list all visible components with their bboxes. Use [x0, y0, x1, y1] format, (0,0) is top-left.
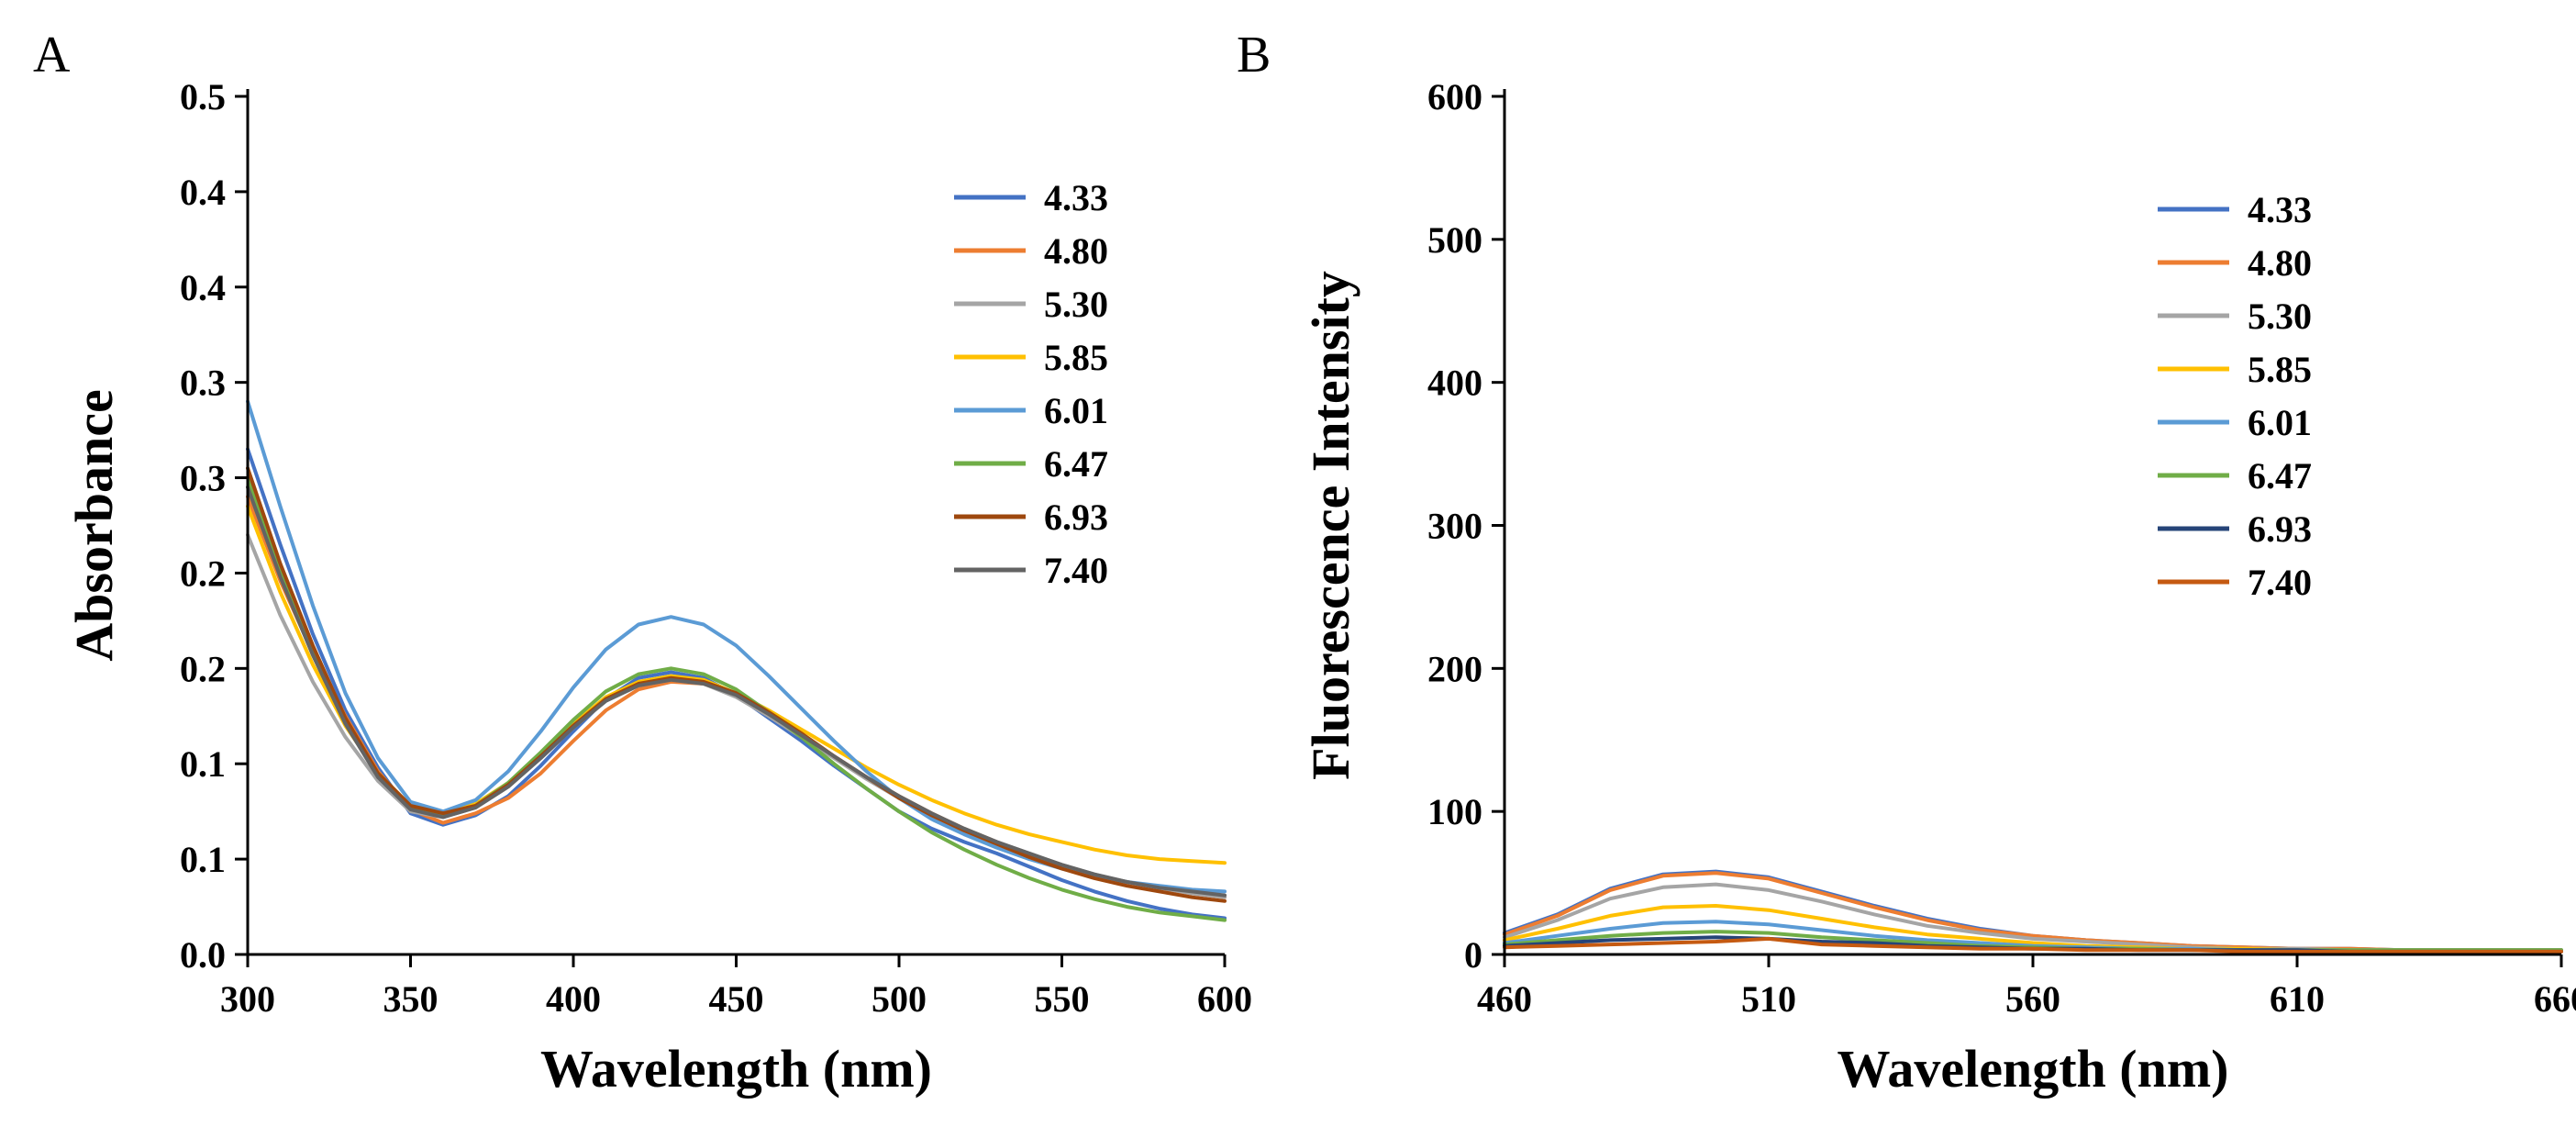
legend-label: 6.01 — [1044, 390, 1108, 431]
series-line-7-40 — [1503, 936, 2563, 954]
legend-label: 4.33 — [2248, 189, 2312, 230]
x-axis-title: Wavelength (nm) — [1838, 1039, 2229, 1099]
y-tick-label: 0.4 — [180, 267, 226, 308]
y-tick-label: 0.5 — [180, 76, 226, 117]
y-tick-label: 500 — [1427, 219, 1482, 261]
y-tick-label: 0 — [1464, 934, 1482, 976]
y-axis-title: Fluorescence Intensity — [1301, 271, 1360, 780]
legend-label: 4.33 — [1044, 177, 1108, 218]
x-axis-title: Wavelength (nm) — [540, 1039, 932, 1099]
panel-a-absorbance-chart: A 0.0 0.1 0.1 0.2 0.2 0.3 0.3 0.4 0.4 0.5 300 350 400… — [33, 27, 1252, 1099]
legend-label: 6.93 — [2248, 508, 2312, 550]
panel-b-fluorescence-chart: B 0 100 200 300 400 500 600 460 510 560 610 660 Wavel… — [1237, 27, 2576, 1099]
y-tick-label: 100 — [1427, 791, 1482, 832]
x-tick-label: 510 — [1741, 978, 1796, 1020]
series-lines — [1503, 869, 2563, 954]
y-tick-label: 0.1 — [180, 839, 226, 880]
legend-label: 6.93 — [1044, 496, 1108, 538]
y-tick-label: 200 — [1427, 648, 1482, 689]
x-tick-label: 610 — [2270, 978, 2325, 1020]
x-tick-label: 400 — [546, 978, 601, 1020]
y-tick-label: 0.0 — [180, 934, 226, 976]
legend-label: 5.85 — [1044, 337, 1108, 378]
legend-label: 6.01 — [2248, 402, 2312, 443]
y-tick-label: 0.3 — [180, 363, 226, 404]
panel-label: B — [1237, 27, 1271, 84]
series-line-7-40 — [246, 485, 1227, 898]
x-tick-label: 550 — [1035, 978, 1090, 1020]
y-tick-label: 300 — [1427, 506, 1482, 547]
legend-label: 5.30 — [2248, 296, 2312, 337]
legend-label: 6.47 — [1044, 443, 1108, 485]
x-tick-label: 600 — [1197, 978, 1252, 1020]
x-tick-label: 460 — [1477, 978, 1532, 1020]
legend-label: 5.85 — [2248, 349, 2312, 390]
y-tick-label: 0.2 — [180, 552, 226, 594]
x-tick-label: 560 — [2005, 978, 2060, 1020]
legend-label: 7.40 — [2248, 562, 2312, 603]
legend-label: 6.47 — [2248, 455, 2312, 496]
x-tick-label: 300 — [220, 978, 275, 1020]
x-tick-label: 350 — [383, 978, 439, 1020]
legend-label: 7.40 — [1044, 550, 1108, 591]
legend: 4.33 4.80 5.30 5.85 6.01 6.47 6.93 7.40 — [954, 177, 1108, 591]
y-tick-label: 400 — [1427, 363, 1482, 404]
x-tick-label: 450 — [709, 978, 764, 1020]
y-axis-title: Absorbance — [64, 389, 124, 661]
y-tick-label: 0.1 — [180, 743, 226, 785]
legend-label: 4.80 — [2248, 242, 2312, 284]
panel-label: A — [33, 27, 71, 84]
y-tick-label: 0.3 — [180, 458, 226, 499]
legend-label: 4.80 — [1044, 230, 1108, 272]
y-tick-label: 600 — [1427, 76, 1482, 117]
y-tick-label: 0.4 — [180, 172, 226, 213]
x-tick-label: 660 — [2534, 978, 2576, 1020]
x-tick-label: 500 — [872, 978, 927, 1020]
y-tick-label: 0.2 — [180, 648, 226, 689]
series-lines — [246, 399, 1227, 922]
legend: 4.33 4.80 5.30 5.85 6.01 6.47 6.93 7.40 — [2158, 189, 2312, 603]
legend-label: 5.30 — [1044, 284, 1108, 325]
